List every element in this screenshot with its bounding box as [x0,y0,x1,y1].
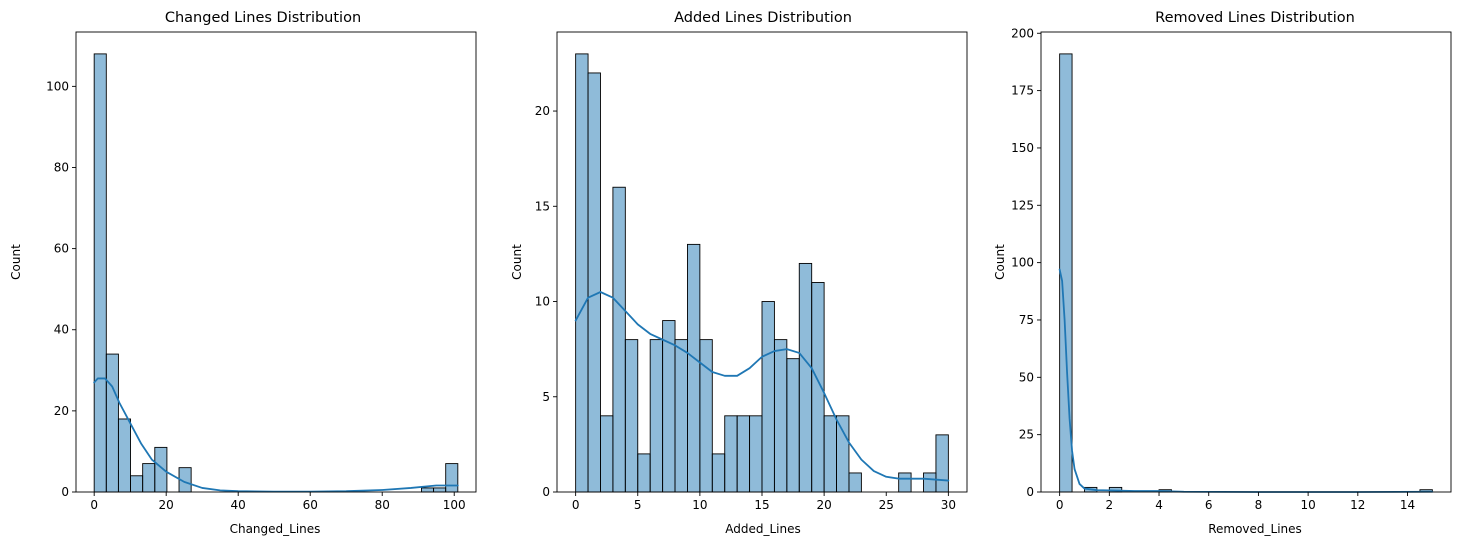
x-axis-label: Added_Lines [725,522,801,536]
x-tick-label: 12 [1350,498,1365,512]
chart-title: Added Lines Distribution [674,10,852,26]
x-tick-label: 6 [1205,498,1213,512]
histogram-bar [93,53,107,493]
histogram-bar [421,487,435,493]
x-tick-label: 25 [879,498,894,512]
histogram-bar [823,415,837,493]
y-tick-label: 40 [54,323,69,337]
y-tick-label: 150 [1011,141,1034,155]
histogram-bar [898,472,912,493]
plot-area: 0 2 4 6 8 10 12 14 0 25 50 75 100 125 150 175 200 [1011,26,1452,512]
y-tick-label: 60 [54,242,69,256]
kde-line [574,291,950,482]
histogram-bar [587,72,601,493]
plot-area: 0 20 40 60 80 100 0 20 40 60 80 100 [46,31,477,512]
x-axis-label: Changed_Lines [230,522,321,536]
histogram-bar [575,53,589,493]
y-tick-label: 100 [46,79,69,93]
x-axis-label: Removed_Lines [1208,522,1302,536]
chart-panel-removed-lines: Removed Lines Distribution Removed_Lines… [993,10,1452,536]
x-tick-label: 20 [816,498,831,512]
histogram-bar [923,472,937,493]
x-tick-label: 15 [754,498,769,512]
x-tick-label: 2 [1106,498,1114,512]
x-tick-label: 4 [1155,498,1163,512]
chart-title: Changed Lines Distribution [165,10,361,26]
x-tick-label: 0 [1056,498,1064,512]
histogram-bar [105,353,119,493]
y-tick-label: 200 [1011,26,1034,40]
x-tick-label: 30 [941,498,956,512]
y-tick-label: 15 [535,199,550,213]
y-tick-label: 175 [1011,84,1034,98]
histogram-bar [724,415,738,493]
histogram-bar [848,472,862,493]
histogram-bar [699,339,713,493]
histogram-bar [433,487,447,493]
chart-title: Removed Lines Distribution [1155,10,1355,26]
histogram-bar [649,339,664,493]
y-tick-label: 0 [61,485,69,499]
x-tick-label: 10 [692,498,707,512]
y-axis-label: Count [9,244,23,280]
x-tick-label: 10 [1300,498,1315,512]
x-tick-label: 5 [634,498,642,512]
histogram-bar [687,243,701,493]
y-tick-label: 20 [54,404,69,418]
histogram-bar [445,463,459,493]
axes-frame [75,31,477,493]
y-axis-label: Count [993,244,1007,280]
y-tick-label: 0 [542,485,550,499]
histogram-bar [711,453,726,493]
histogram-bar [612,186,626,493]
kde-line [93,377,459,493]
histogram-bar [736,415,751,493]
y-tick-label: 80 [54,160,69,174]
kde-line [1058,268,1434,493]
histogram-bar [749,415,763,493]
chart-panel-added-lines: Added Lines Distribution Added_Lines Cou… [510,10,968,536]
x-tick-label: 8 [1255,498,1263,512]
histogram-bar [761,301,775,493]
y-tick-label: 125 [1011,198,1034,212]
x-tick-label: 40 [231,498,246,512]
y-tick-label: 25 [1019,428,1034,442]
y-axis-label: Count [510,244,524,280]
x-tick-label: 0 [90,498,98,512]
y-tick-label: 0 [1026,485,1034,499]
chart-panel-changed-lines: Changed Lines Distribution Changed_Lines… [9,10,477,536]
histogram-bar [624,339,639,493]
y-tick-label: 10 [535,295,550,309]
histogram-bar [935,434,949,493]
histogram-bar [674,339,688,493]
x-tick-label: 100 [443,498,466,512]
x-tick-label: 80 [375,498,390,512]
histogram-bar [786,358,800,493]
histogram-bar [600,415,614,493]
y-tick-label: 20 [535,104,550,118]
plot-area: 0 5 10 15 20 25 30 0 5 10 15 20 [535,31,968,512]
histogram-bar [773,339,788,493]
histogram-bar [662,320,676,493]
histogram-bar [637,453,651,493]
histogram-bar [836,415,850,493]
histogram-bar [130,475,144,493]
x-tick-label: 20 [159,498,174,512]
histogram-bar [142,463,156,493]
y-tick-label: 50 [1019,370,1034,384]
x-tick-label: 60 [303,498,318,512]
y-tick-label: 100 [1011,256,1034,270]
histogram-bar [117,418,131,493]
x-tick-label: 0 [572,498,580,512]
axes-frame [1040,31,1452,493]
y-tick-label: 5 [542,390,550,404]
histogram-bar [798,262,813,493]
y-tick-label: 75 [1019,313,1034,327]
x-tick-label: 14 [1400,498,1415,512]
